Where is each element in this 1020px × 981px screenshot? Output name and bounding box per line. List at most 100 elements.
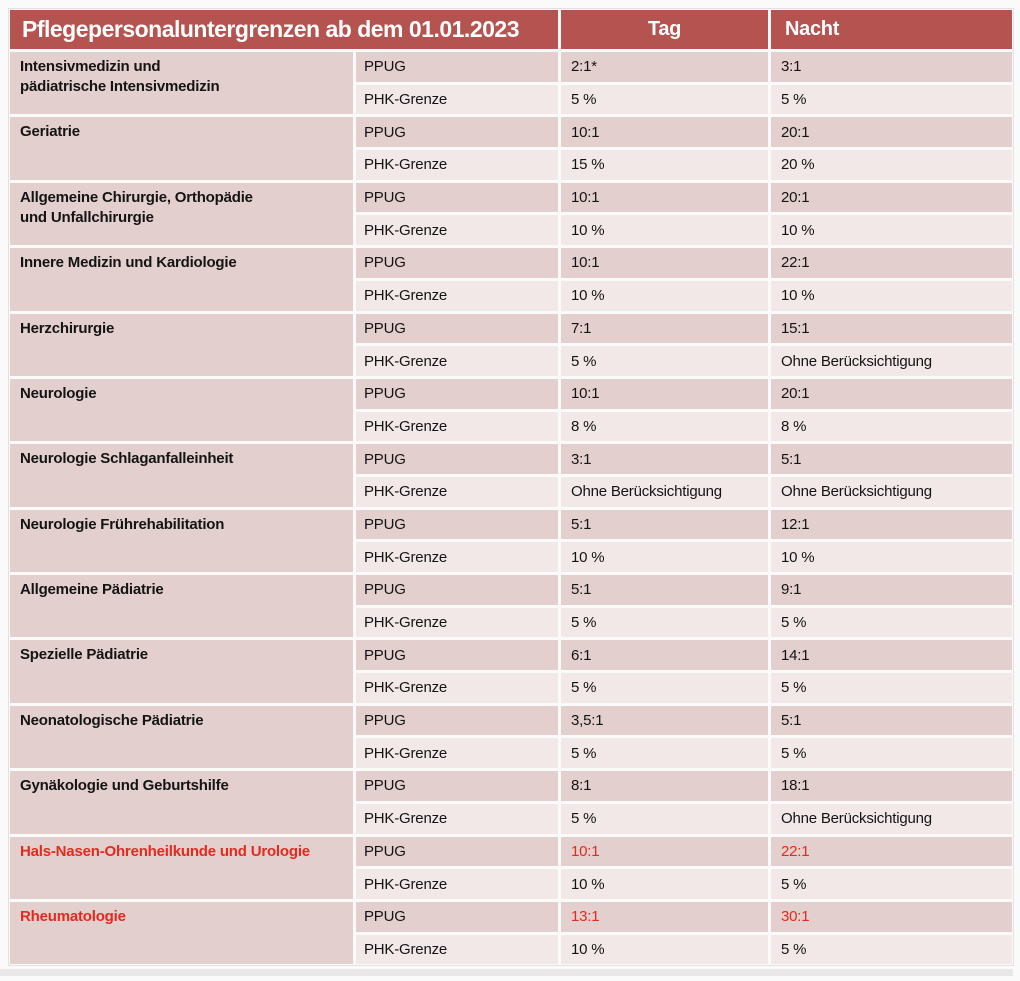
ppug-day-value: 3:1 [561, 444, 768, 474]
department-cell: Rheumatologie [10, 901, 353, 965]
ppug-row-label: PPUG [356, 444, 558, 474]
phk-row-label: PHK-Grenze [356, 280, 558, 311]
phk-day-value: 5 % [561, 738, 768, 769]
department-cell: Spezielle Pädiatrie [10, 640, 353, 703]
phk-night-value: 10 % [771, 280, 1012, 311]
ppug-night-value: 9:1 [771, 575, 1012, 605]
ppug-day-value: 6:1 [561, 640, 768, 671]
phk-night-value: 10 % [771, 215, 1012, 246]
phk-row-label: PHK-Grenze [356, 476, 558, 507]
department-name: Allgemeine Pädiatrie [20, 581, 164, 598]
ppug-row-label: PPUG [356, 509, 558, 540]
ppug-row-label: PPUG [356, 248, 558, 278]
ppug-night-value: 20:1 [771, 182, 1012, 213]
phk-night-value: 5 % [771, 869, 1012, 899]
ppug-night-value: 20:1 [771, 378, 1012, 409]
ppug-row-label: PPUG [356, 901, 558, 932]
ppug-night-value: 12:1 [771, 509, 1012, 540]
phk-night-value: 5 % [771, 934, 1012, 965]
phk-row-label: PHK-Grenze [356, 803, 558, 834]
ppug-day-value: 2:1* [561, 52, 768, 82]
ppug-night-value: 30:1 [771, 901, 1012, 932]
night-column-header: Nacht [771, 10, 1012, 49]
phk-day-value: Ohne Berücksichtigung [561, 476, 768, 507]
ppug-night-value: 5:1 [771, 705, 1012, 736]
phk-day-value: 10 % [561, 869, 768, 899]
phk-day-value: 5 % [561, 803, 768, 834]
department-cell: Neonatologische Pädiatrie [10, 705, 353, 769]
department-cell: Neurologie Frührehabilitation [10, 509, 353, 572]
phk-night-value: 5 % [771, 607, 1012, 638]
phk-day-value: 10 % [561, 934, 768, 965]
phk-day-value: 10 % [561, 280, 768, 311]
phk-row-label: PHK-Grenze [356, 411, 558, 442]
department-name: Neurologie [20, 384, 97, 402]
ppug-day-value: 8:1 [561, 771, 768, 801]
phk-day-value: 10 % [561, 215, 768, 246]
department-name: Geriatrie [20, 123, 80, 141]
phk-day-value: 10 % [561, 542, 768, 572]
phk-day-value: 5 % [561, 607, 768, 638]
ppug-day-value: 10:1 [561, 248, 768, 278]
phk-night-value: 20 % [771, 150, 1012, 180]
department-cell: Innere Medizin und Kardiologie [10, 248, 353, 311]
ppug-night-value: 5:1 [771, 444, 1012, 474]
ppug-day-value: 10:1 [561, 182, 768, 213]
department-name: Innere Medizin und Kardiologie [20, 254, 237, 272]
phk-row-label: PHK-Grenze [356, 869, 558, 899]
phk-row-label: PHK-Grenze [356, 738, 558, 769]
ppug-row-label: PPUG [356, 52, 558, 82]
phk-day-value: 5 % [561, 84, 768, 115]
ppug-day-value: 10:1 [561, 117, 768, 148]
phk-row-label: PHK-Grenze [356, 84, 558, 115]
phk-night-value: Ohne Berücksichtigung [771, 346, 1012, 376]
phk-day-value: 8 % [561, 411, 768, 442]
ppug-row-label: PPUG [356, 640, 558, 671]
ppug-night-value: 18:1 [771, 771, 1012, 801]
phk-night-value: Ohne Berücksichtigung [771, 476, 1012, 507]
department-name: Spezielle Pädiatrie [20, 646, 148, 664]
ppug-row-label: PPUG [356, 313, 558, 344]
department-name: Allgemeine Chirurgie, Orthopädie und Unf… [20, 188, 253, 226]
ppug-day-value: 10:1 [561, 836, 768, 867]
ppug-day-value: 13:1 [561, 901, 768, 932]
department-cell: Herzchirurgie [10, 313, 353, 376]
phk-row-label: PHK-Grenze [356, 934, 558, 965]
department-name: Neurologie Schlaganfalleinheit [20, 450, 234, 468]
department-cell: Neurologie [10, 378, 353, 442]
ppug-night-value: 22:1 [771, 836, 1012, 867]
phk-night-value: 5 % [771, 84, 1012, 115]
phk-row-label: PHK-Grenze [356, 542, 558, 572]
ppug-day-value: 7:1 [561, 313, 768, 344]
phk-night-value: 8 % [771, 411, 1012, 442]
ppug-night-value: 3:1 [771, 52, 1012, 82]
ppug-night-value: 14:1 [771, 640, 1012, 671]
department-cell: Intensivmedizin und pädiatrische Intensi… [10, 52, 353, 115]
ppug-row-label: PPUG [356, 705, 558, 736]
ppug-day-value: 5:1 [561, 509, 768, 540]
phk-day-value: 15 % [561, 150, 768, 180]
table-shadow [0, 969, 1013, 976]
ppug-row-label: PPUG [356, 771, 558, 801]
department-name: Neurologie Frührehabilitation [20, 515, 225, 533]
phk-day-value: 5 % [561, 673, 768, 703]
department-name: Hals-Nasen-Ohrenheilkunde und Urologie [20, 842, 310, 860]
ppug-night-value: 15:1 [771, 313, 1012, 344]
phk-night-value: 5 % [771, 738, 1012, 769]
department-cell: Allgemeine Pädiatrie [10, 575, 353, 638]
department-name: Rheumatologie [20, 907, 126, 925]
ppug-day-value: 5:1 [561, 575, 768, 605]
phk-row-label: PHK-Grenze [356, 673, 558, 703]
phk-night-value: 5 % [771, 673, 1012, 703]
department-cell: Hals-Nasen-Ohrenheilkunde und Urologie [10, 836, 353, 899]
department-cell: Geriatrie [10, 117, 353, 180]
ppug-day-value: 10:1 [561, 378, 768, 409]
ppug-row-label: PPUG [356, 378, 558, 409]
phk-night-value: 10 % [771, 542, 1012, 572]
ppug-row-label: PPUG [356, 575, 558, 605]
department-cell: Gynäkologie und Geburtshilfe [10, 771, 353, 834]
staffing-limits-table: Pflegepersonaluntergrenzen ab dem 01.01.… [8, 7, 1014, 967]
phk-row-label: PHK-Grenze [356, 346, 558, 376]
department-name: Herzchirurgie [20, 319, 115, 337]
